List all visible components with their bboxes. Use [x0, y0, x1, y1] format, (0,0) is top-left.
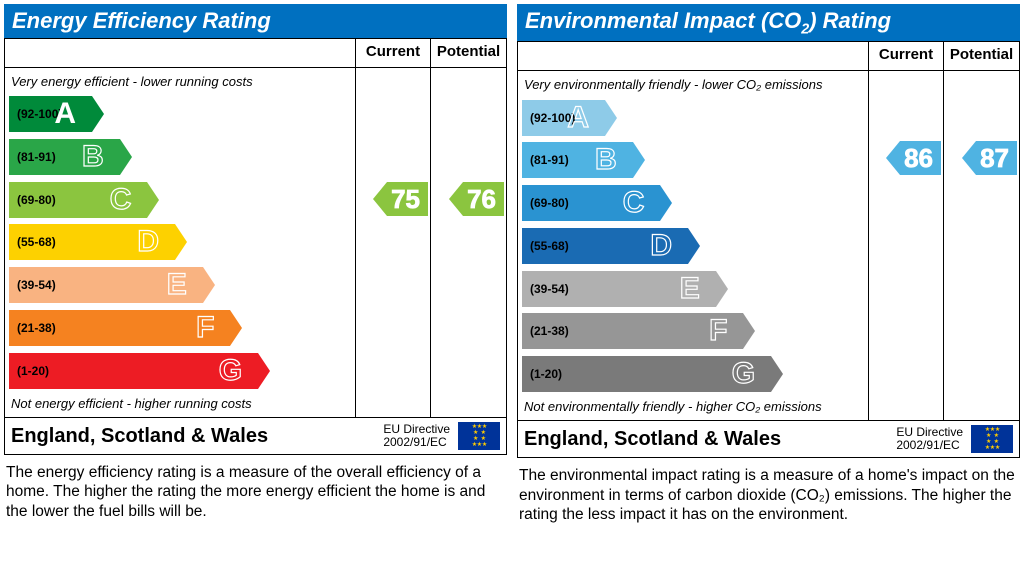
caption-bottom: Not energy efficient - higher running co… [5, 394, 355, 413]
header-row: CurrentPotential [5, 39, 506, 67]
bars-container: (92-100)A (81-91) B (69-80) C (55-68) D (39-54)… [5, 91, 355, 394]
potential-column: 87 [944, 71, 1019, 420]
rating-band: (69-80) C [9, 182, 147, 218]
band-range: (55-68) [526, 239, 569, 253]
footer-row: England, Scotland & Wales EU Directive200… [518, 420, 1019, 457]
rating-band: (81-91) B [9, 139, 120, 175]
caption-top: Very environmentally friendly - lower CO… [518, 75, 868, 94]
band-letter: C [110, 183, 132, 217]
rating-band: (1-20) G [9, 353, 258, 389]
body-row: Very energy efficient - lower running co… [5, 67, 506, 417]
region-label: England, Scotland & Wales [11, 425, 375, 448]
current-column: 86 [869, 71, 944, 420]
bars-container: (92-100)A (81-91) B (69-80) C (55-68) D (39-54)… [518, 94, 868, 397]
rating-band: (39-54) E [522, 271, 716, 307]
rating-band: (21-38) F [522, 313, 743, 349]
chart-area: Very environmentally friendly - lower CO… [518, 71, 869, 420]
potential-pointer: 76 [463, 182, 504, 216]
rating-band: (92-100)A [522, 100, 605, 136]
band-range: (39-54) [13, 278, 56, 292]
band-letter: E [167, 268, 187, 302]
header-row: CurrentPotential [518, 42, 1019, 70]
directive-label: EU Directive2002/91/EC [896, 426, 963, 452]
current-column: 75 [356, 68, 431, 417]
band-letter: B [595, 143, 617, 177]
header-spacer [5, 39, 356, 67]
band-range: (1-20) [526, 367, 562, 381]
current-pointer: 75 [387, 182, 428, 216]
band-letter: B [82, 140, 104, 174]
band-range: (81-91) [13, 150, 56, 164]
band-letter: A [54, 97, 76, 131]
band-range: (21-38) [13, 321, 56, 335]
rating-panel: Environmental Impact (CO2) RatingCurrent… [517, 4, 1020, 566]
band-letter: G [219, 354, 242, 388]
potential-pointer: 87 [976, 141, 1017, 175]
panel-description: The energy efficiency rating is a measur… [4, 455, 507, 521]
band-range: (1-20) [13, 364, 49, 378]
region-label: England, Scotland & Wales [524, 428, 888, 451]
band-letter: D [137, 225, 159, 259]
eu-flag-icon: ★ ★ ★ ★ ★ ★ ★ ★ ★ ★ [971, 425, 1013, 453]
band-letter: D [650, 229, 672, 263]
rating-band: (55-68) D [9, 224, 175, 260]
body-row: Very environmentally friendly - lower CO… [518, 70, 1019, 420]
directive-label: EU Directive2002/91/EC [383, 423, 450, 449]
column-header: Potential [944, 42, 1019, 70]
rating-band: (55-68) D [522, 228, 688, 264]
panel-title: Environmental Impact (CO2) Rating [517, 4, 1020, 41]
band-letter: A [567, 101, 589, 135]
rating-panel: Energy Efficiency RatingCurrentPotential… [4, 4, 507, 566]
band-letter: C [623, 186, 645, 220]
eu-flag-stars: ★ ★ ★ ★ ★ ★ ★ ★ ★ ★ [472, 424, 486, 448]
rating-band: (39-54) E [9, 267, 203, 303]
column-header: Current [356, 39, 431, 67]
rating-grid: CurrentPotential Very energy efficient - … [4, 38, 507, 455]
rating-band: (21-38) F [9, 310, 230, 346]
band-letter: E [680, 272, 700, 306]
caption-top: Very energy efficient - lower running co… [5, 72, 355, 91]
rating-grid: CurrentPotential Very environmentally fri… [517, 41, 1020, 458]
header-spacer [518, 42, 869, 70]
band-letter: G [732, 357, 755, 391]
rating-band: (81-91) B [522, 142, 633, 178]
rating-band: (69-80) C [522, 185, 660, 221]
caption-bottom: Not environmentally friendly - higher CO… [518, 397, 868, 416]
chart-area: Very energy efficient - lower running co… [5, 68, 356, 417]
eu-flag-stars: ★ ★ ★ ★ ★ ★ ★ ★ ★ ★ [985, 427, 999, 451]
band-range: (69-80) [13, 193, 56, 207]
band-range: (21-38) [526, 324, 569, 338]
band-range: (55-68) [13, 235, 56, 249]
band-letter: F [709, 314, 727, 348]
band-letter: F [196, 311, 214, 345]
band-range: (39-54) [526, 282, 569, 296]
footer-row: England, Scotland & Wales EU Directive200… [5, 417, 506, 454]
column-header: Potential [431, 39, 506, 67]
eu-flag-icon: ★ ★ ★ ★ ★ ★ ★ ★ ★ ★ [458, 422, 500, 450]
panel-description: The environmental impact rating is a mea… [517, 458, 1020, 524]
panel-title: Energy Efficiency Rating [4, 4, 507, 38]
band-range: (81-91) [526, 153, 569, 167]
rating-band: (92-100)A [9, 96, 92, 132]
current-pointer: 86 [900, 141, 941, 175]
potential-column: 76 [431, 68, 506, 417]
band-range: (69-80) [526, 196, 569, 210]
column-header: Current [869, 42, 944, 70]
rating-band: (1-20) G [522, 356, 771, 392]
